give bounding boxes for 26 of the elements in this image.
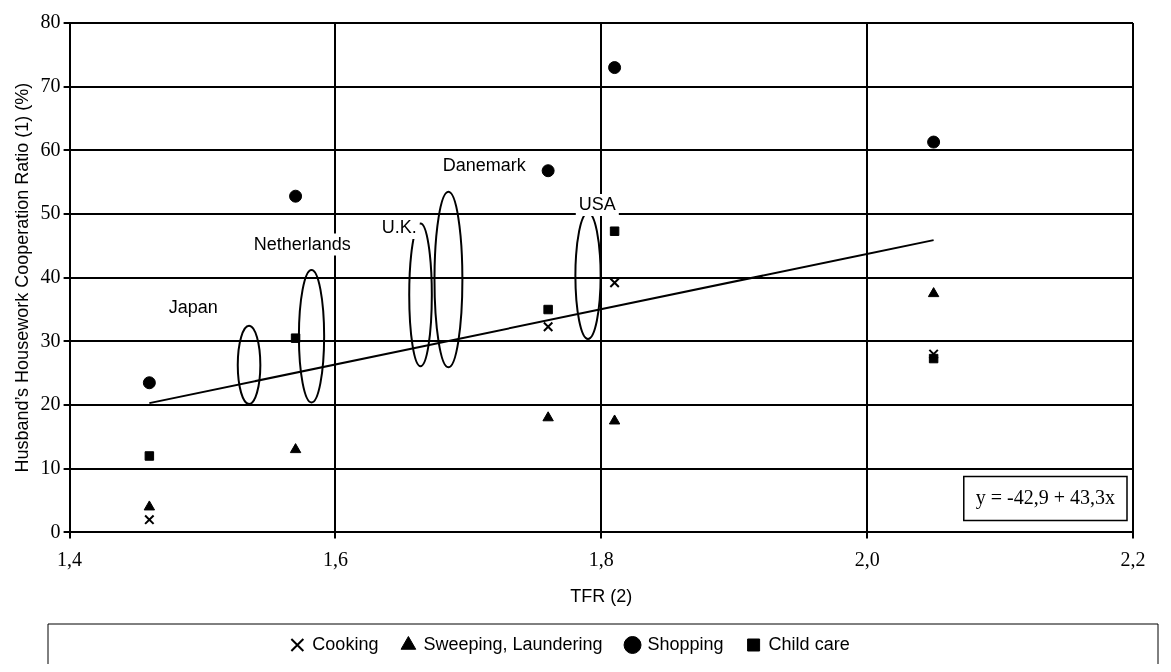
legend-label: Sweeping, Laundering — [423, 633, 603, 654]
legend-label: Cooking — [312, 633, 379, 654]
annotation: y = -42,9 + 43,3x — [975, 485, 1115, 509]
x-tick-label: 1,4 — [57, 547, 83, 570]
x-tick-label: 2,0 — [854, 547, 880, 570]
annotation: Japan — [168, 297, 218, 318]
y-tick-label: 50 — [40, 201, 61, 224]
x-axis-title: TFR (2) — [570, 586, 633, 607]
y-tick-label: 30 — [40, 328, 61, 351]
annotation: Netherlands — [253, 233, 351, 254]
annotation: Danemark — [442, 154, 527, 175]
y-tick-label: 40 — [40, 264, 61, 287]
y-tick-label: 20 — [40, 392, 61, 415]
x-tick-label: 1,8 — [588, 547, 614, 570]
y-tick-label: 70 — [40, 73, 61, 96]
y-tick-label: 80 — [40, 10, 61, 33]
annotation: U.K. — [381, 217, 417, 237]
y-axis-title: Husband’s Housework Cooperation Ratio (1) (%) — [11, 82, 32, 473]
x-tick-label: 2,2 — [1120, 547, 1146, 570]
legend-label: Shopping — [647, 633, 724, 654]
x-tick-label: 1,6 — [322, 547, 348, 570]
y-tick-label: 60 — [40, 137, 61, 160]
legend-label: Child care — [768, 633, 850, 654]
y-tick-label: 10 — [40, 455, 61, 478]
annotation: USA — [578, 194, 616, 215]
y-tick-label: 0 — [50, 519, 61, 542]
